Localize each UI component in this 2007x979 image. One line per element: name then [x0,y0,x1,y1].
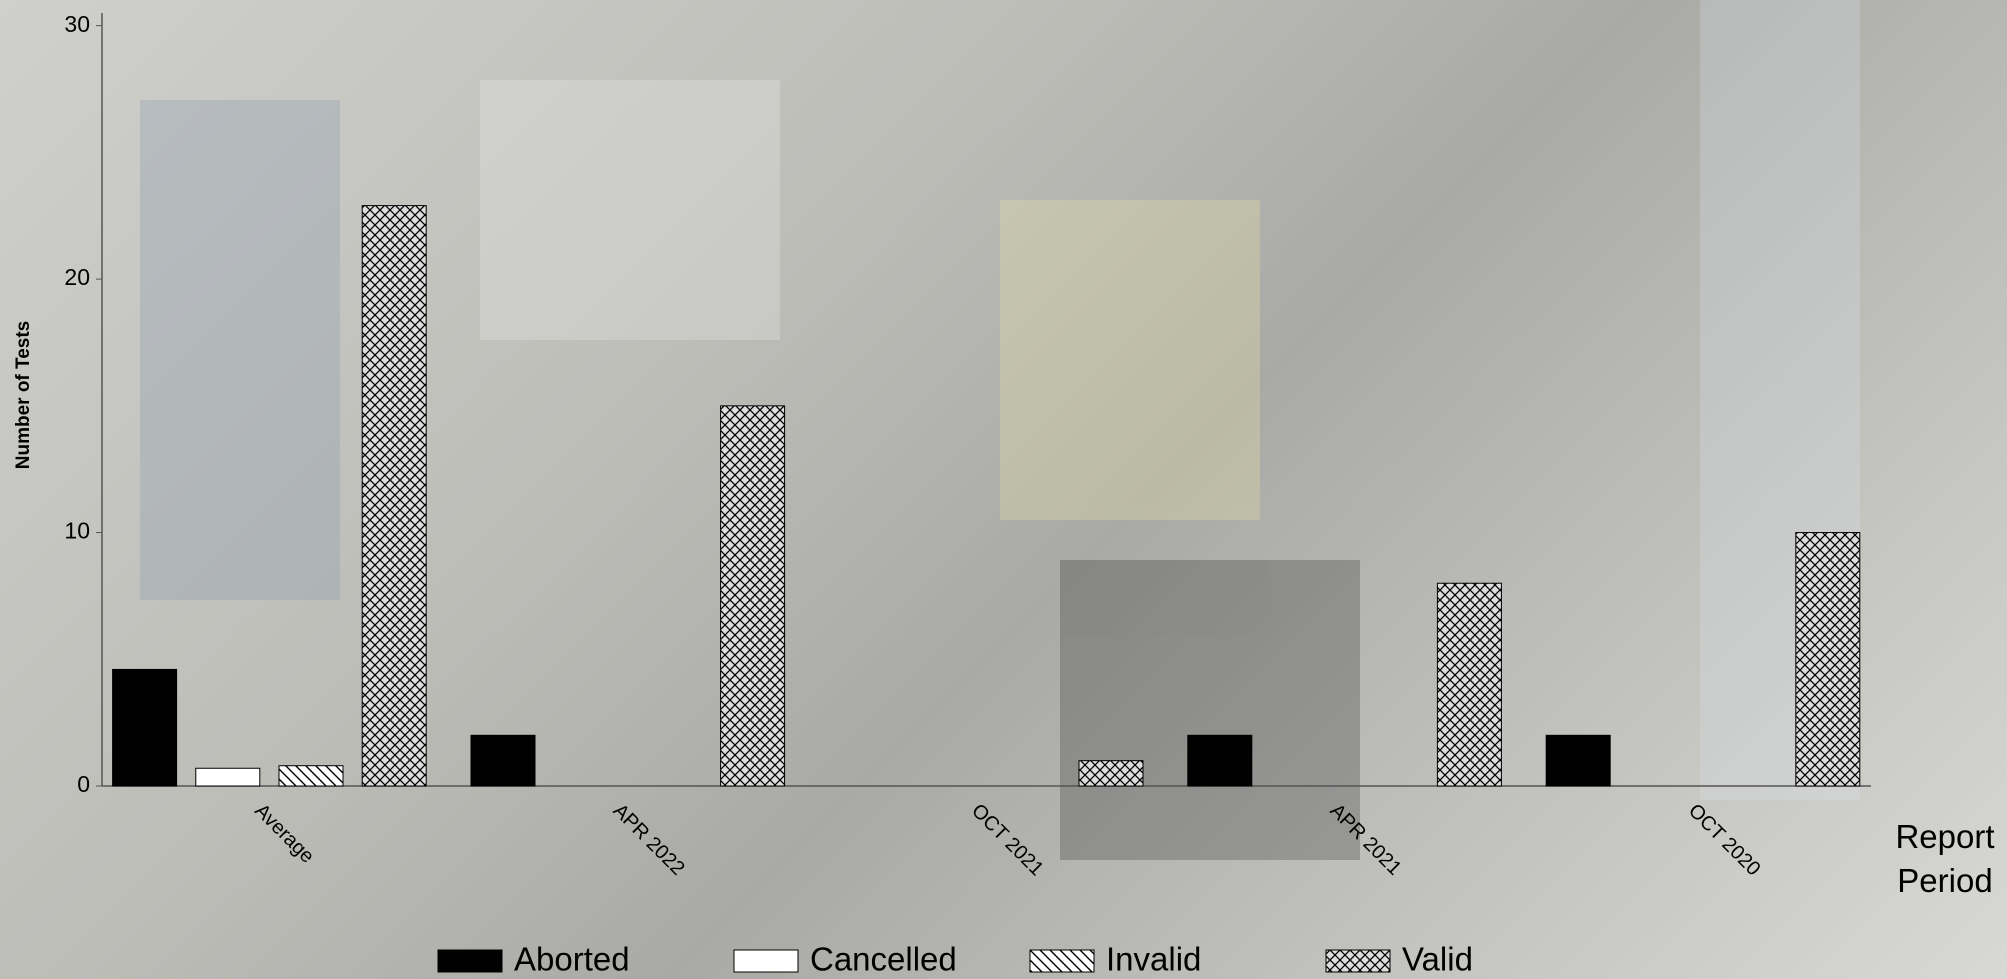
legend-label: Valid [1402,941,1473,978]
y-tick-label: 20 [64,264,90,290]
y-tick-label: 10 [64,518,90,544]
x-axis-label: Report Period [1895,818,1995,899]
x-tick-label: OCT 2020 [1684,800,1765,881]
bar [470,734,536,787]
legend-swatch [733,949,799,973]
y-axis-label: Number of Tests [13,321,34,470]
x-tick-label: APR 2022 [609,800,689,880]
background-photo [140,0,1860,860]
bar [1187,734,1253,787]
legend-label: Invalid [1106,941,1201,978]
bar [361,205,427,787]
x-tick-label: OCT 2021 [967,800,1048,881]
bar [720,405,786,787]
legend-label: Aborted [514,941,630,978]
bar [195,767,261,787]
bar [1795,532,1861,787]
bar [1078,760,1144,787]
legend-swatch [1325,949,1391,973]
bar [1436,582,1502,787]
legend-swatch [437,949,503,973]
y-tick-label: 0 [77,771,90,797]
bar [112,668,178,787]
legend-label: Cancelled [810,941,957,978]
bar [1545,734,1611,787]
legend-swatch [1029,949,1095,973]
y-tick-label: 30 [64,11,90,37]
bar [278,765,344,787]
x-tick-label: Average [250,800,318,868]
